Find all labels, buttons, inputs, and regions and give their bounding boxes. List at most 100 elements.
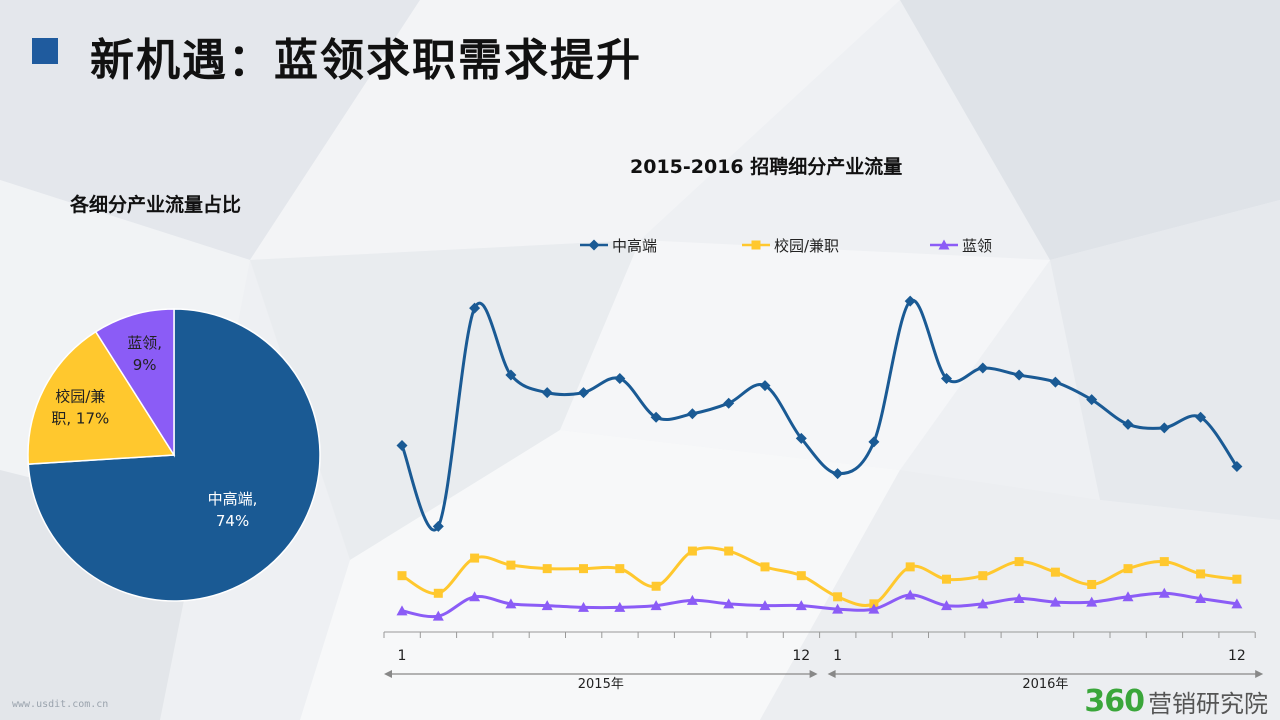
data-point [578,387,589,399]
data-point [505,369,517,381]
legend-marker [938,239,950,250]
legend-label: 校园/兼职 [774,237,839,255]
data-point [723,598,735,609]
data-point [723,397,735,409]
x-tick-label: 12 [1228,648,1246,664]
data-point [1195,411,1207,423]
data-point [1158,587,1170,598]
data-point [650,600,662,611]
line-chart: 中高端 校园/兼职 蓝领 1 12 1 12 2015年 2016年 [383,237,1264,692]
data-point [1158,422,1170,434]
data-point [1231,461,1243,473]
data-point [578,601,589,612]
data-point [795,432,807,444]
data-point [796,571,806,581]
data-point [614,601,626,612]
pie-slice-label: 中高端, [208,490,258,508]
data-point [396,605,408,616]
legend-label: 蓝领 [962,237,992,255]
data-point [615,564,625,574]
data-point [1050,567,1060,577]
pie-slice-label: 校园/兼 [55,387,105,405]
data-point [469,302,481,314]
data-point [977,362,989,374]
data-point [1232,574,1242,584]
brand-text: 营销研究院 [1148,689,1268,718]
x-tick-label: 12 [792,648,810,664]
legend-label: 中高端 [612,237,657,255]
data-point [941,373,952,385]
data-point [942,574,951,584]
data-point [978,571,988,581]
series-line [401,546,1238,607]
data-point [833,592,843,602]
line-chart-title: 2015-2016 招聘细分产业流量 [630,156,903,178]
data-point [1196,569,1206,579]
data-point [1049,376,1061,388]
data-point [396,439,408,451]
data-point [832,603,844,614]
pie-slice-value-label: 9% [133,356,157,374]
x-tick-label: 1 [833,648,842,664]
series-line [400,298,1239,532]
legend-marker [588,239,600,251]
data-point [905,562,915,572]
data-point [1013,593,1025,604]
data-point [1086,596,1098,607]
data-point [1122,591,1134,602]
data-point [1123,564,1133,574]
pie-slice-label: 蓝领, [127,334,162,352]
year-range-arrow-right [809,670,818,678]
data-point [868,436,880,448]
data-point [397,571,407,581]
data-point [432,520,444,532]
series-line [401,591,1238,619]
page-title: 新机遇：蓝领求职需求提升 [90,35,642,86]
year-range-arrow-left [384,670,392,678]
data-point [686,594,698,605]
x-tick-label: 1 [398,648,407,664]
data-point [542,564,552,574]
data-point [1159,557,1169,567]
data-point [759,380,771,392]
data-point [1086,394,1098,406]
data-point [1013,369,1025,381]
data-point [686,408,698,420]
data-point [541,600,553,611]
pie-chart: 中高端, 74% 校园/兼职, 17% 蓝领, 9% [27,308,321,602]
pie-slice-value-label: 74% [216,512,249,530]
data-point [1231,598,1243,609]
year-range-arrow-left [827,670,836,678]
data-point [505,598,517,609]
data-point [724,546,734,556]
year-label: 2015年 [578,677,624,692]
legend-marker [751,240,761,250]
data-point [941,600,952,611]
data-point [506,560,516,570]
data-point [1049,596,1061,607]
pie-chart-title: 各细分产业流量占比 [70,194,242,216]
data-point [614,373,626,385]
data-point [904,295,916,307]
brand-logo: 360 营销研究院 [1084,683,1268,719]
data-point [433,588,443,598]
brand-number: 360 [1084,683,1145,719]
data-point [650,411,662,423]
data-point [759,600,771,611]
year-label: 2016年 [1022,677,1068,692]
pie-slice-value-label: 职, 17% [51,409,109,427]
data-point [760,562,770,572]
data-point [541,387,553,399]
data-point [904,589,916,600]
data-point [977,598,989,609]
data-point [868,603,880,614]
data-point [432,610,444,621]
pie-slice [27,330,176,465]
data-point [651,581,661,591]
pie-slice [94,308,175,458]
data-point [470,553,480,563]
data-point [687,546,697,556]
title-bullet-square [32,38,58,64]
data-point [832,468,844,480]
data-point [1122,418,1134,430]
